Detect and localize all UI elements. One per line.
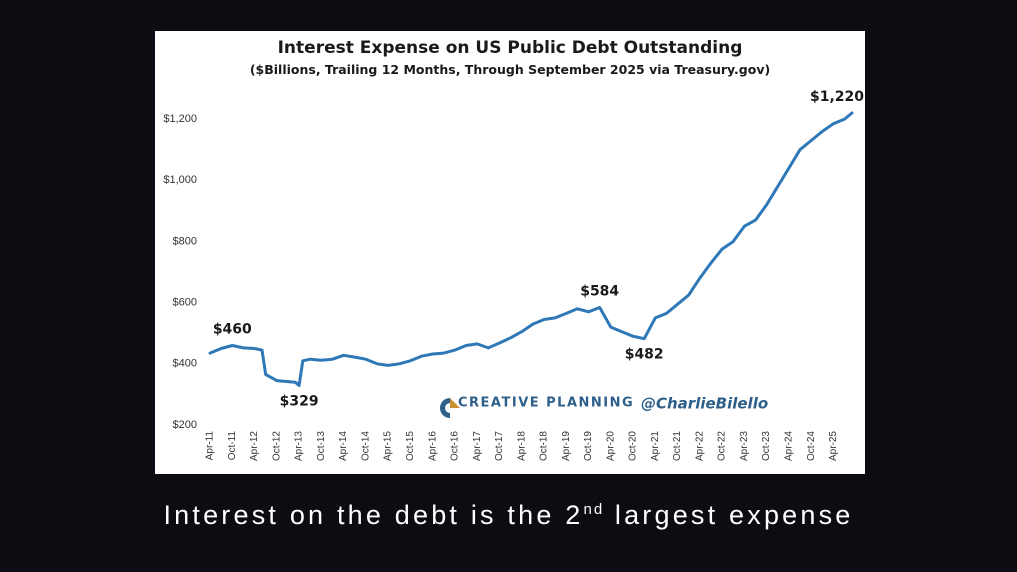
x-tick-label: Apr-13 <box>294 431 305 461</box>
x-tick-label: Oct-21 <box>672 431 683 461</box>
author-handle: @CharlieBilello <box>641 395 768 413</box>
y-tick-label: $400 <box>173 358 197 370</box>
data-label: $460 <box>213 322 252 338</box>
x-axis: Apr-11 Oct-11 Apr-12 Oct-12 Apr-13 Oct-13 Apr-… <box>205 431 839 461</box>
data-label: $1,220 <box>810 89 864 105</box>
x-tick-label: Apr-12 <box>249 431 260 461</box>
x-tick-label: Apr-11 <box>205 431 216 461</box>
y-tick-label: $200 <box>173 419 197 431</box>
y-tick-label: $1,200 <box>163 113 197 125</box>
caption-text-after: largest expense <box>604 500 854 530</box>
x-tick-label: Oct-12 <box>271 431 282 461</box>
data-label: $329 <box>280 394 319 410</box>
x-tick-label: Apr-16 <box>427 431 438 461</box>
x-tick-label: Apr-17 <box>472 431 483 461</box>
chart-card: Interest Expense on US Public Debt Outst… <box>155 31 865 474</box>
creative-planning-logo-icon <box>440 398 460 418</box>
x-tick-label: Oct-13 <box>316 431 327 461</box>
x-tick-label: Oct-24 <box>806 431 817 461</box>
chart: Interest Expense on US Public Debt Outst… <box>163 38 864 461</box>
x-tick-label: Apr-22 <box>694 431 705 461</box>
chart-title: Interest Expense on US Public Debt Outst… <box>278 38 743 58</box>
x-tick-label: Oct-16 <box>450 431 461 461</box>
data-label: $584 <box>580 284 619 300</box>
x-tick-label: Apr-18 <box>516 431 527 461</box>
x-tick-label: Apr-14 <box>338 431 349 461</box>
x-tick-label: Oct-20 <box>628 431 639 461</box>
caption: Interest on the debt is the 2nd largest … <box>0 500 1017 531</box>
annotations: $460 $329 $584 $482 $1,220 <box>213 89 864 410</box>
x-tick-label: Apr-21 <box>650 431 661 461</box>
brand-name: CREATIVE PLANNING <box>458 396 634 411</box>
y-tick-label: $1,000 <box>163 174 197 186</box>
x-tick-label: Apr-23 <box>739 431 750 461</box>
x-tick-label: Oct-15 <box>405 431 416 461</box>
x-tick-label: Apr-15 <box>383 431 394 461</box>
x-tick-label: Apr-25 <box>828 431 839 461</box>
y-tick-label: $600 <box>173 297 197 309</box>
watermark: CREATIVE PLANNING @CharlieBilello <box>440 395 768 418</box>
x-tick-label: Oct-23 <box>761 431 772 461</box>
caption-superscript: nd <box>583 501 605 518</box>
x-tick-label: Apr-20 <box>605 431 616 461</box>
x-tick-label: Oct-22 <box>717 431 728 461</box>
x-tick-label: Oct-19 <box>583 431 594 461</box>
x-tick-label: Apr-19 <box>561 431 572 461</box>
y-tick-label: $800 <box>173 235 197 247</box>
chart-subtitle: ($Billions, Trailing 12 Months, Through … <box>250 62 770 77</box>
x-tick-label: Apr-24 <box>784 431 795 461</box>
y-axis: $200 $400 $600 $800 $1,000 $1,200 <box>163 113 197 431</box>
x-tick-label: Oct-18 <box>539 431 550 461</box>
x-tick-label: Oct-17 <box>494 431 505 461</box>
data-label: $482 <box>625 347 664 363</box>
series-line <box>208 111 854 387</box>
x-tick-label: Oct-11 <box>227 431 238 461</box>
x-tick-label: Oct-14 <box>361 431 372 461</box>
caption-text-before: Interest on the debt is the 2 <box>163 500 584 530</box>
